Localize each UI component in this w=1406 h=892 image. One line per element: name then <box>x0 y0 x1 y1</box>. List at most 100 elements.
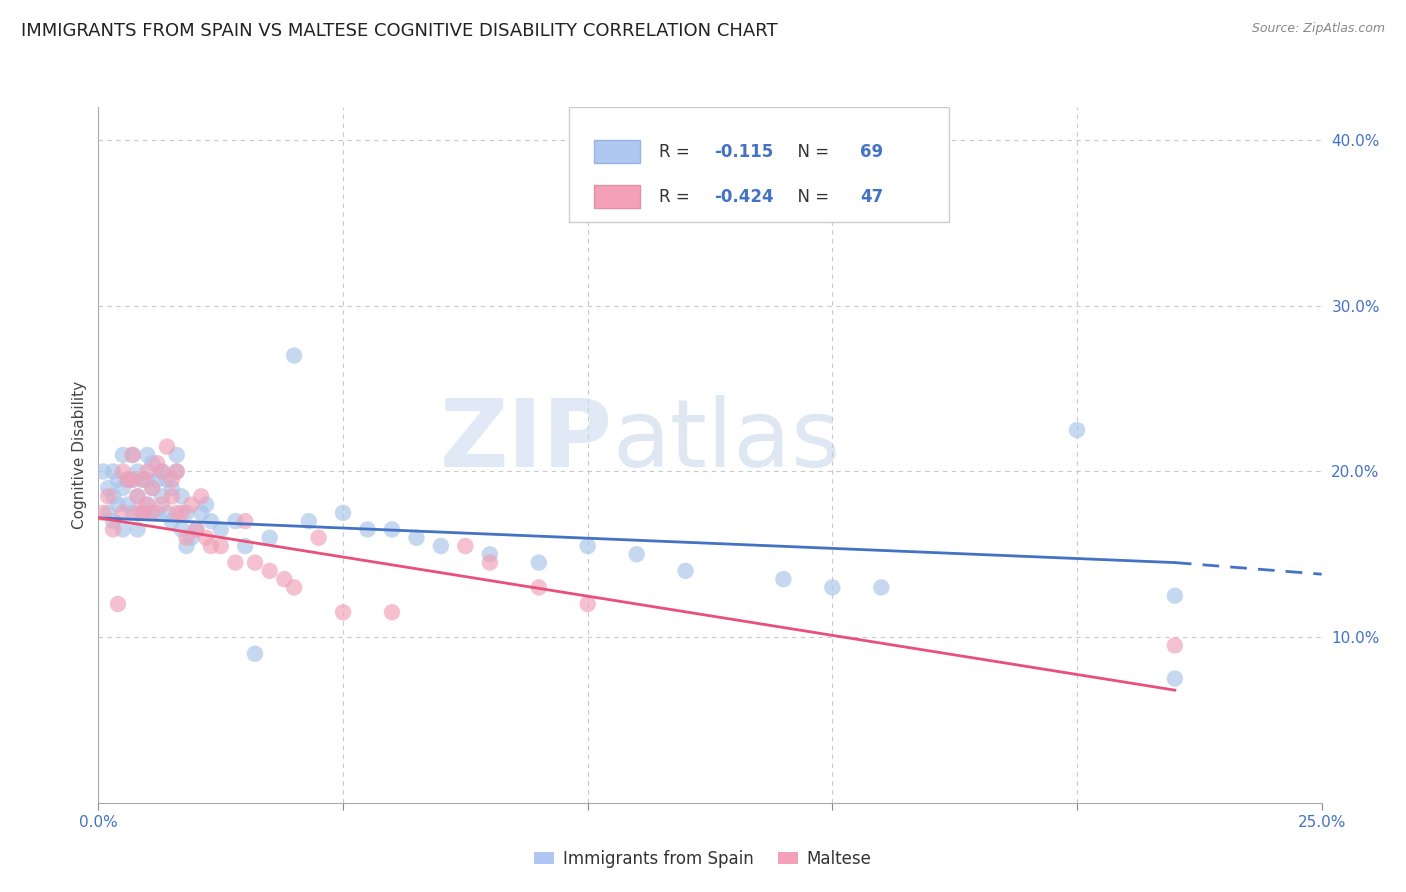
Text: N =: N = <box>787 188 835 206</box>
Text: Source: ZipAtlas.com: Source: ZipAtlas.com <box>1251 22 1385 36</box>
Point <box>180 498 202 512</box>
Point <box>156 473 179 487</box>
Point <box>117 473 139 487</box>
Point <box>1066 423 1088 437</box>
Text: -0.115: -0.115 <box>714 144 773 161</box>
Point <box>150 465 173 479</box>
Point <box>186 523 208 537</box>
Point <box>121 506 143 520</box>
Point <box>381 523 404 537</box>
Text: N =: N = <box>787 144 835 161</box>
Point <box>405 531 427 545</box>
Point <box>136 498 159 512</box>
Point <box>111 448 134 462</box>
Point <box>170 506 193 520</box>
Point <box>101 465 124 479</box>
Point <box>136 498 159 512</box>
Point <box>772 572 794 586</box>
Point <box>200 514 222 528</box>
Point <box>166 465 188 479</box>
Point <box>332 605 354 619</box>
Point <box>283 349 305 363</box>
Point <box>283 581 305 595</box>
Point <box>117 473 139 487</box>
Point <box>626 547 648 561</box>
Point <box>111 523 134 537</box>
Text: 47: 47 <box>860 188 884 206</box>
Point <box>156 440 179 454</box>
Point <box>146 506 169 520</box>
Point <box>146 456 169 470</box>
Point <box>160 473 183 487</box>
Point <box>527 581 550 595</box>
Point <box>160 489 183 503</box>
Legend: Immigrants from Spain, Maltese: Immigrants from Spain, Maltese <box>527 844 879 875</box>
Point <box>97 506 120 520</box>
Point <box>233 514 256 528</box>
Text: ZIP: ZIP <box>439 395 612 487</box>
Point <box>111 481 134 495</box>
Point <box>195 531 218 545</box>
Point <box>131 506 153 520</box>
Text: atlas: atlas <box>612 395 841 487</box>
Point <box>356 523 378 537</box>
Point <box>150 465 173 479</box>
Point <box>136 465 159 479</box>
Point <box>91 465 114 479</box>
Point <box>166 448 188 462</box>
Point <box>97 481 120 495</box>
Point <box>160 514 183 528</box>
Point <box>111 506 134 520</box>
Point <box>141 481 163 495</box>
Point <box>870 581 893 595</box>
Point <box>454 539 477 553</box>
Point <box>243 556 266 570</box>
Point <box>131 473 153 487</box>
Point <box>97 489 120 503</box>
Point <box>121 473 143 487</box>
Text: IMMIGRANTS FROM SPAIN VS MALTESE COGNITIVE DISABILITY CORRELATION CHART: IMMIGRANTS FROM SPAIN VS MALTESE COGNITI… <box>21 22 778 40</box>
FancyBboxPatch shape <box>593 140 640 162</box>
Point <box>273 572 295 586</box>
Point <box>186 523 208 537</box>
Point <box>131 506 153 520</box>
Point <box>821 581 844 595</box>
Point <box>156 506 179 520</box>
FancyBboxPatch shape <box>569 107 949 222</box>
Point <box>180 531 202 545</box>
Point <box>150 498 173 512</box>
Point <box>675 564 697 578</box>
Point <box>233 539 256 553</box>
Point <box>101 514 124 528</box>
Point <box>146 473 169 487</box>
Point <box>200 539 222 553</box>
Point <box>117 498 139 512</box>
Point <box>176 531 198 545</box>
Point <box>127 506 149 520</box>
Point <box>190 506 212 520</box>
Point <box>91 506 114 520</box>
Text: R =: R = <box>658 188 695 206</box>
Point <box>195 498 218 512</box>
Point <box>170 489 193 503</box>
Text: 69: 69 <box>860 144 883 161</box>
Point <box>259 531 281 545</box>
Point <box>136 473 159 487</box>
Point <box>107 473 129 487</box>
Point <box>150 489 173 503</box>
Point <box>136 448 159 462</box>
Point <box>576 597 599 611</box>
Point <box>127 489 149 503</box>
Point <box>176 506 198 520</box>
Point <box>1164 672 1187 686</box>
Point <box>131 473 153 487</box>
Point <box>224 556 246 570</box>
Point <box>127 523 149 537</box>
Point <box>101 523 124 537</box>
Point <box>527 556 550 570</box>
FancyBboxPatch shape <box>593 186 640 208</box>
Point <box>127 465 149 479</box>
Point <box>141 481 163 495</box>
Point <box>243 647 266 661</box>
Point <box>1164 589 1187 603</box>
